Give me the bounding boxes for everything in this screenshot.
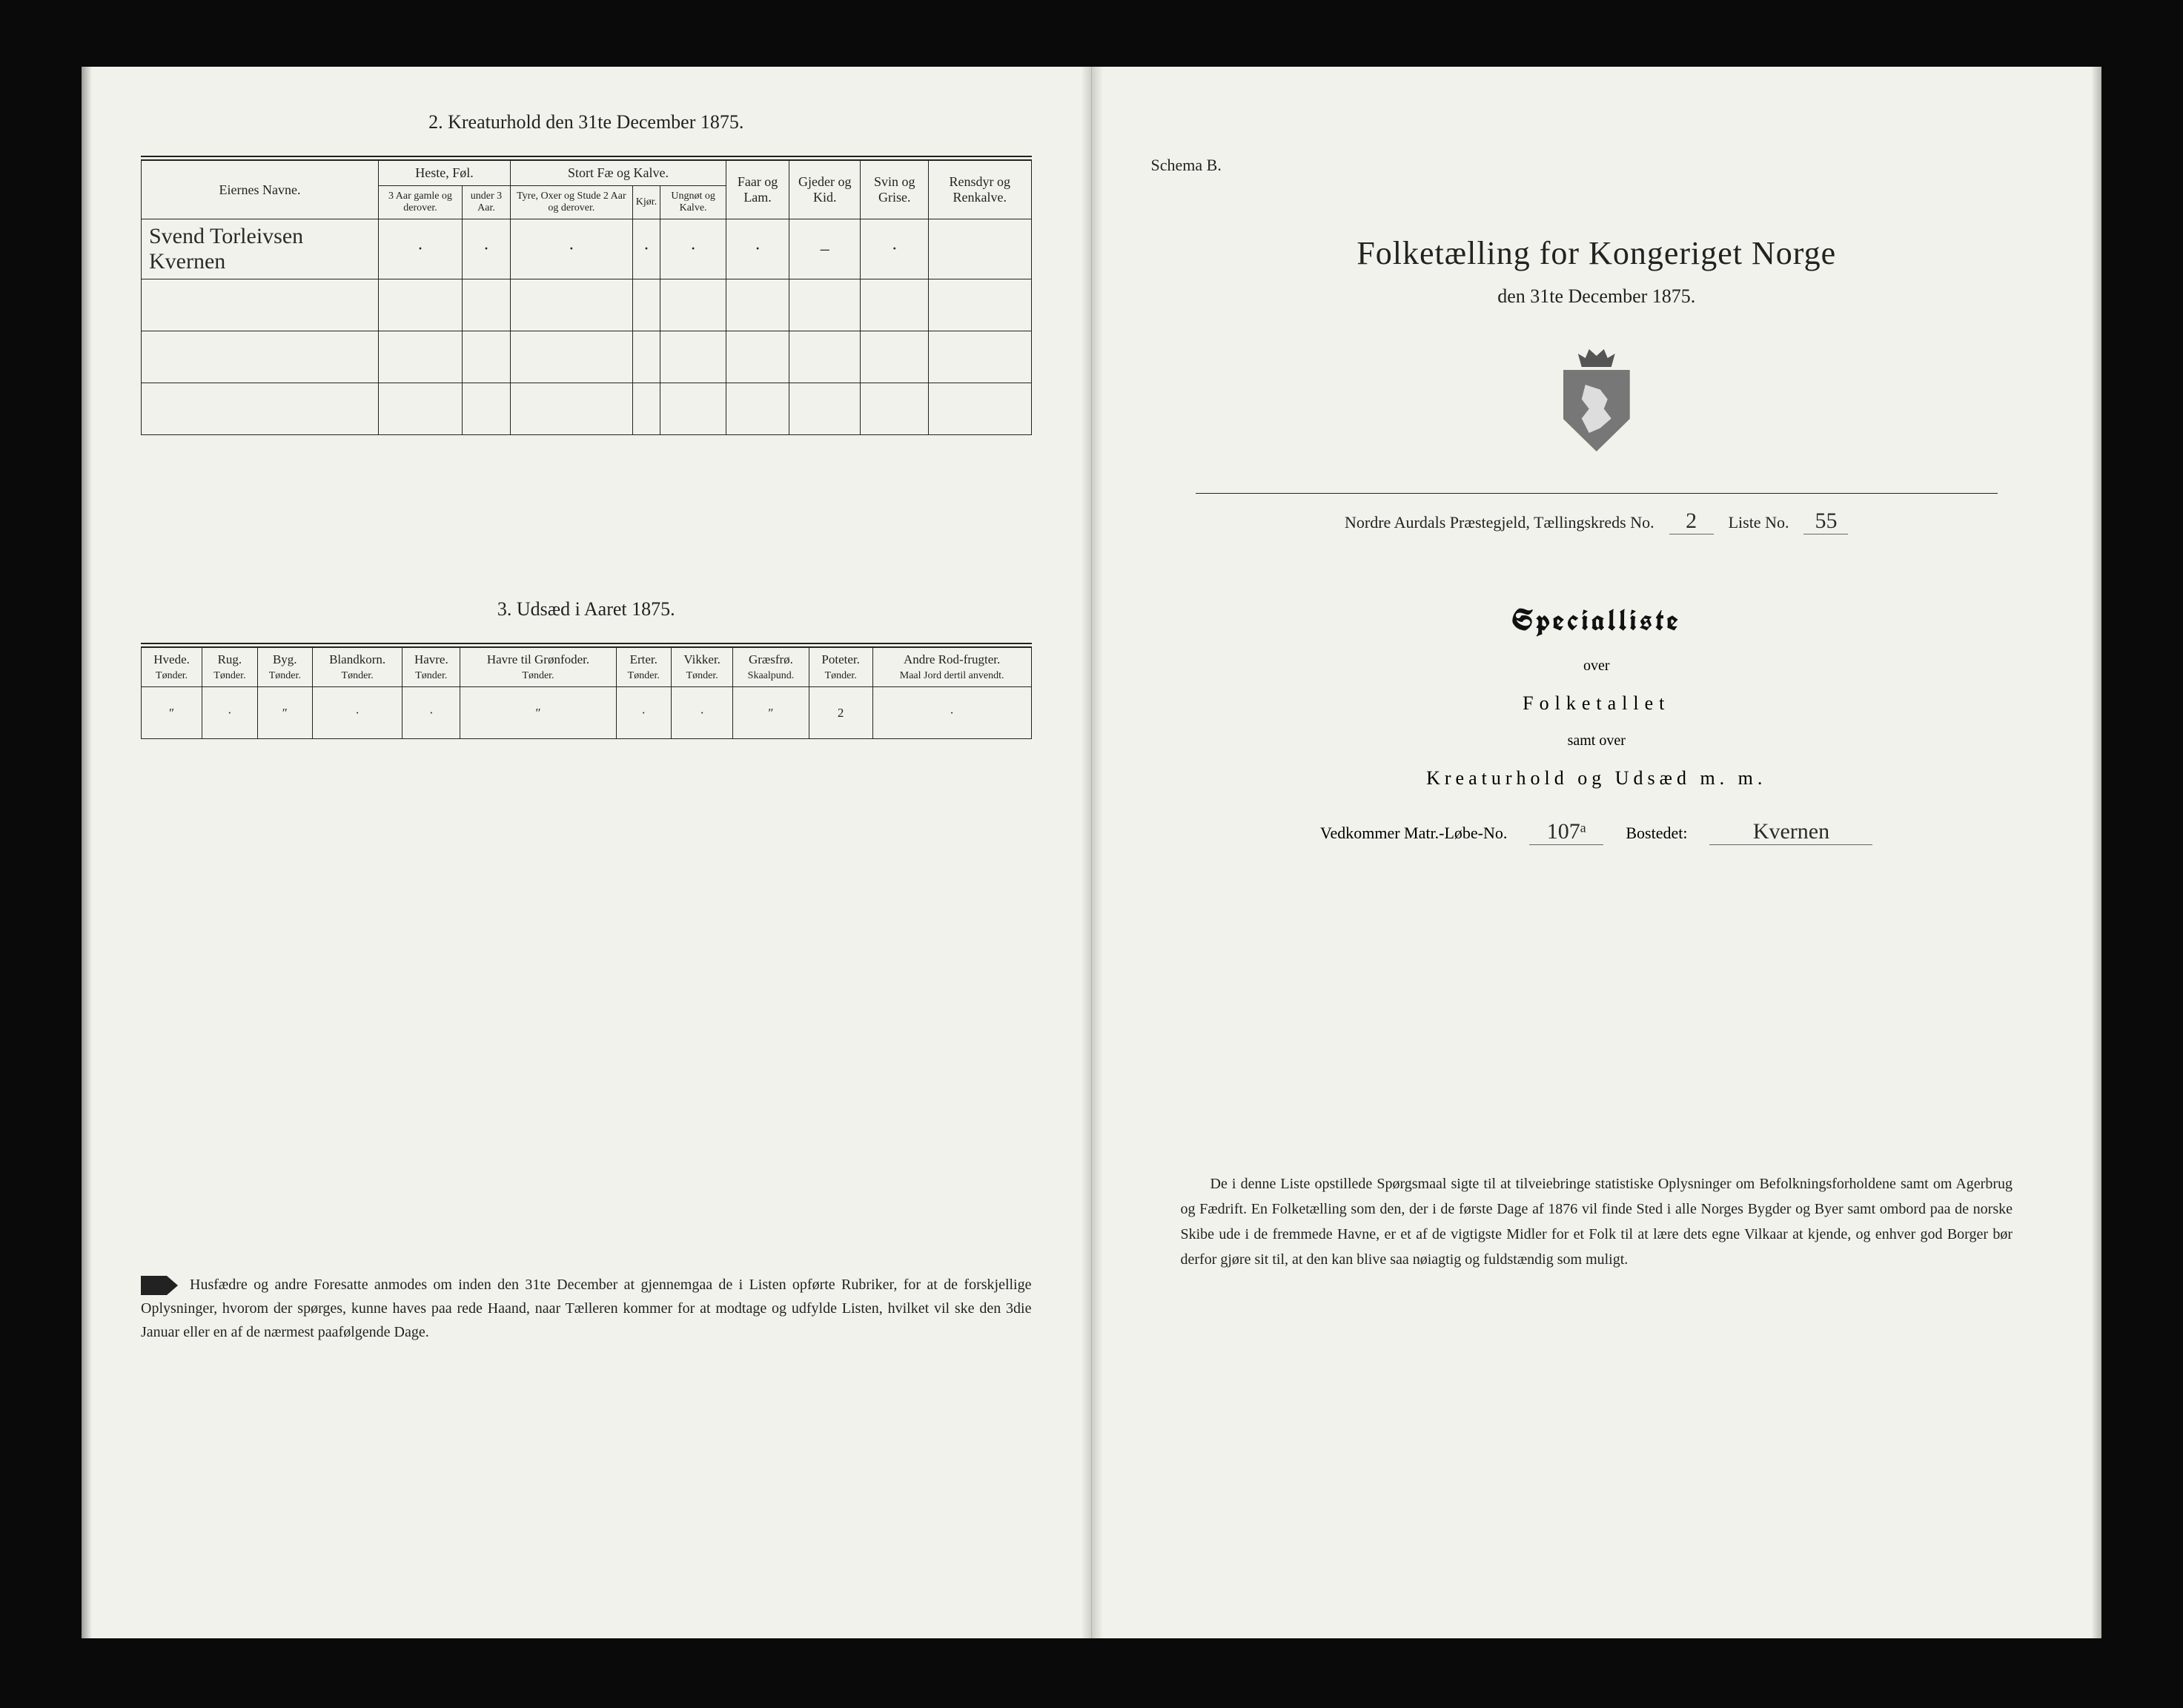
schema-label: Schema B. bbox=[1151, 156, 2043, 175]
seed-col-header: Poteter.Tønder. bbox=[809, 648, 872, 687]
table-row bbox=[142, 383, 1032, 435]
cell: ″ bbox=[460, 687, 616, 739]
seed-col-header: Havre.Tønder. bbox=[403, 648, 460, 687]
liste-no: 55 bbox=[1803, 509, 1848, 534]
cell: · bbox=[403, 687, 460, 739]
group-heste: Heste, Føl. bbox=[379, 161, 511, 186]
seed-col-header: Vikker.Tønder. bbox=[671, 648, 732, 687]
cell: · bbox=[312, 687, 402, 739]
col-svin: Svin og Grise. bbox=[861, 161, 929, 219]
stort-a: Tyre, Oxer og Stude 2 Aar og derover. bbox=[511, 186, 633, 219]
right-page: Schema B. Folketælling for Kongeriget No… bbox=[1092, 67, 2102, 1638]
right-footnote: De i denne Liste opstillede Spørgsmaal s… bbox=[1181, 1171, 2013, 1272]
heste-b: under 3 Aar. bbox=[462, 186, 510, 219]
left-page: 2. Kreaturhold den 31te December 1875. E… bbox=[82, 67, 1092, 1638]
folketallet: Folketallet bbox=[1151, 692, 2043, 715]
bosted: Kvernen bbox=[1709, 819, 1872, 845]
liste-label: Liste No. bbox=[1729, 513, 1789, 532]
over-text: over bbox=[1151, 658, 2043, 675]
seed-col-header: Hvede.Tønder. bbox=[142, 648, 202, 687]
cell: · bbox=[511, 219, 633, 279]
cell: ″ bbox=[733, 687, 809, 739]
edge-shadow bbox=[82, 67, 92, 1638]
cell: · bbox=[379, 219, 463, 279]
seed-col-header: Erter.Tønder. bbox=[616, 648, 671, 687]
owner-name: Svend Torleivsen Kvernen bbox=[142, 219, 379, 279]
matr-no: 107ᵃ bbox=[1529, 819, 1603, 845]
section3-title: 3. Udsæd i Aaret 1875. bbox=[141, 598, 1032, 620]
cell: · bbox=[660, 219, 726, 279]
left-footnote: Husfædre og andre Foresatte anmodes om i… bbox=[141, 1273, 1032, 1344]
cell: · bbox=[726, 219, 789, 279]
livestock-table: Eiernes Navne. Heste, Føl. Stort Fæ og K… bbox=[141, 160, 1032, 435]
cell: ″ bbox=[257, 687, 312, 739]
cell: · bbox=[202, 687, 257, 739]
district-label: Nordre Aurdals Præstegjeld, Tællingskred… bbox=[1345, 513, 1654, 532]
seed-col-header: Blandkorn.Tønder. bbox=[312, 648, 402, 687]
cell: · bbox=[462, 219, 510, 279]
owners-header: Eiernes Navne. bbox=[142, 161, 379, 219]
matr-line: Vedkommer Matr.-Løbe-No. 107ᵃ Bostedet: … bbox=[1151, 819, 2043, 845]
title-sub: den 31te December 1875. bbox=[1151, 285, 2043, 308]
kreaturhold: Kreaturhold og Udsæd m. m. bbox=[1151, 767, 2043, 790]
title-main: Folketælling for Kongeriget Norge bbox=[1151, 234, 2043, 272]
footnote-text: Husfædre og andre Foresatte anmodes om i… bbox=[141, 1277, 1032, 1340]
stort-b: Kjør. bbox=[632, 186, 660, 219]
section2-title: 2. Kreaturhold den 31te December 1875. bbox=[141, 111, 1032, 133]
cell: ″ bbox=[142, 687, 202, 739]
cell: · bbox=[872, 687, 1031, 739]
cell: · bbox=[861, 219, 929, 279]
cell: · bbox=[616, 687, 671, 739]
stort-c: Ungnøt og Kalve. bbox=[660, 186, 726, 219]
col-gjeder: Gjeder og Kid. bbox=[789, 161, 861, 219]
cell: · bbox=[671, 687, 732, 739]
col-rensdyr: Rensdyr og Renkalve. bbox=[929, 161, 1031, 219]
table-row: Svend Torleivsen Kvernen · · · · · · – · bbox=[142, 219, 1032, 279]
specialliste-title: Specialliste bbox=[1151, 601, 2043, 640]
scan-area: 2. Kreaturhold den 31te December 1875. E… bbox=[82, 67, 2101, 1638]
table-row: ″·″··″··″2· bbox=[142, 687, 1032, 739]
seed-table: Hvede.Tønder.Rug.Tønder.Byg.Tønder.Bland… bbox=[141, 647, 1032, 739]
pointer-icon bbox=[141, 1276, 178, 1295]
matr-label: Vedkommer Matr.-Løbe-No. bbox=[1320, 824, 1507, 843]
seed-col-header: Byg.Tønder. bbox=[257, 648, 312, 687]
cell: 2 bbox=[809, 687, 872, 739]
group-stort: Stort Fæ og Kalve. bbox=[511, 161, 726, 186]
seed-col-header: Andre Rod-frugter.Maal Jord dertil anven… bbox=[872, 648, 1031, 687]
district-no: 2 bbox=[1669, 509, 1714, 534]
cell: · bbox=[632, 219, 660, 279]
coat-of-arms-icon bbox=[1552, 345, 1641, 456]
bosted-label: Bostedet: bbox=[1626, 824, 1687, 843]
edge-shadow bbox=[2091, 67, 2101, 1638]
district-line: Nordre Aurdals Præstegjeld, Tællingskred… bbox=[1196, 493, 1998, 534]
seed-col-header: Havre til Grønfoder.Tønder. bbox=[460, 648, 616, 687]
left-notch bbox=[71, 534, 82, 630]
heste-a: 3 Aar gamle og derover. bbox=[379, 186, 463, 219]
seed-col-header: Rug.Tønder. bbox=[202, 648, 257, 687]
seed-col-header: Græsfrø.Skaalpund. bbox=[733, 648, 809, 687]
table-row bbox=[142, 279, 1032, 331]
cell bbox=[929, 219, 1031, 279]
samt-over: samt over bbox=[1151, 732, 2043, 749]
table-row bbox=[142, 331, 1032, 383]
col-faar: Faar og Lam. bbox=[726, 161, 789, 219]
cell: – bbox=[789, 219, 861, 279]
